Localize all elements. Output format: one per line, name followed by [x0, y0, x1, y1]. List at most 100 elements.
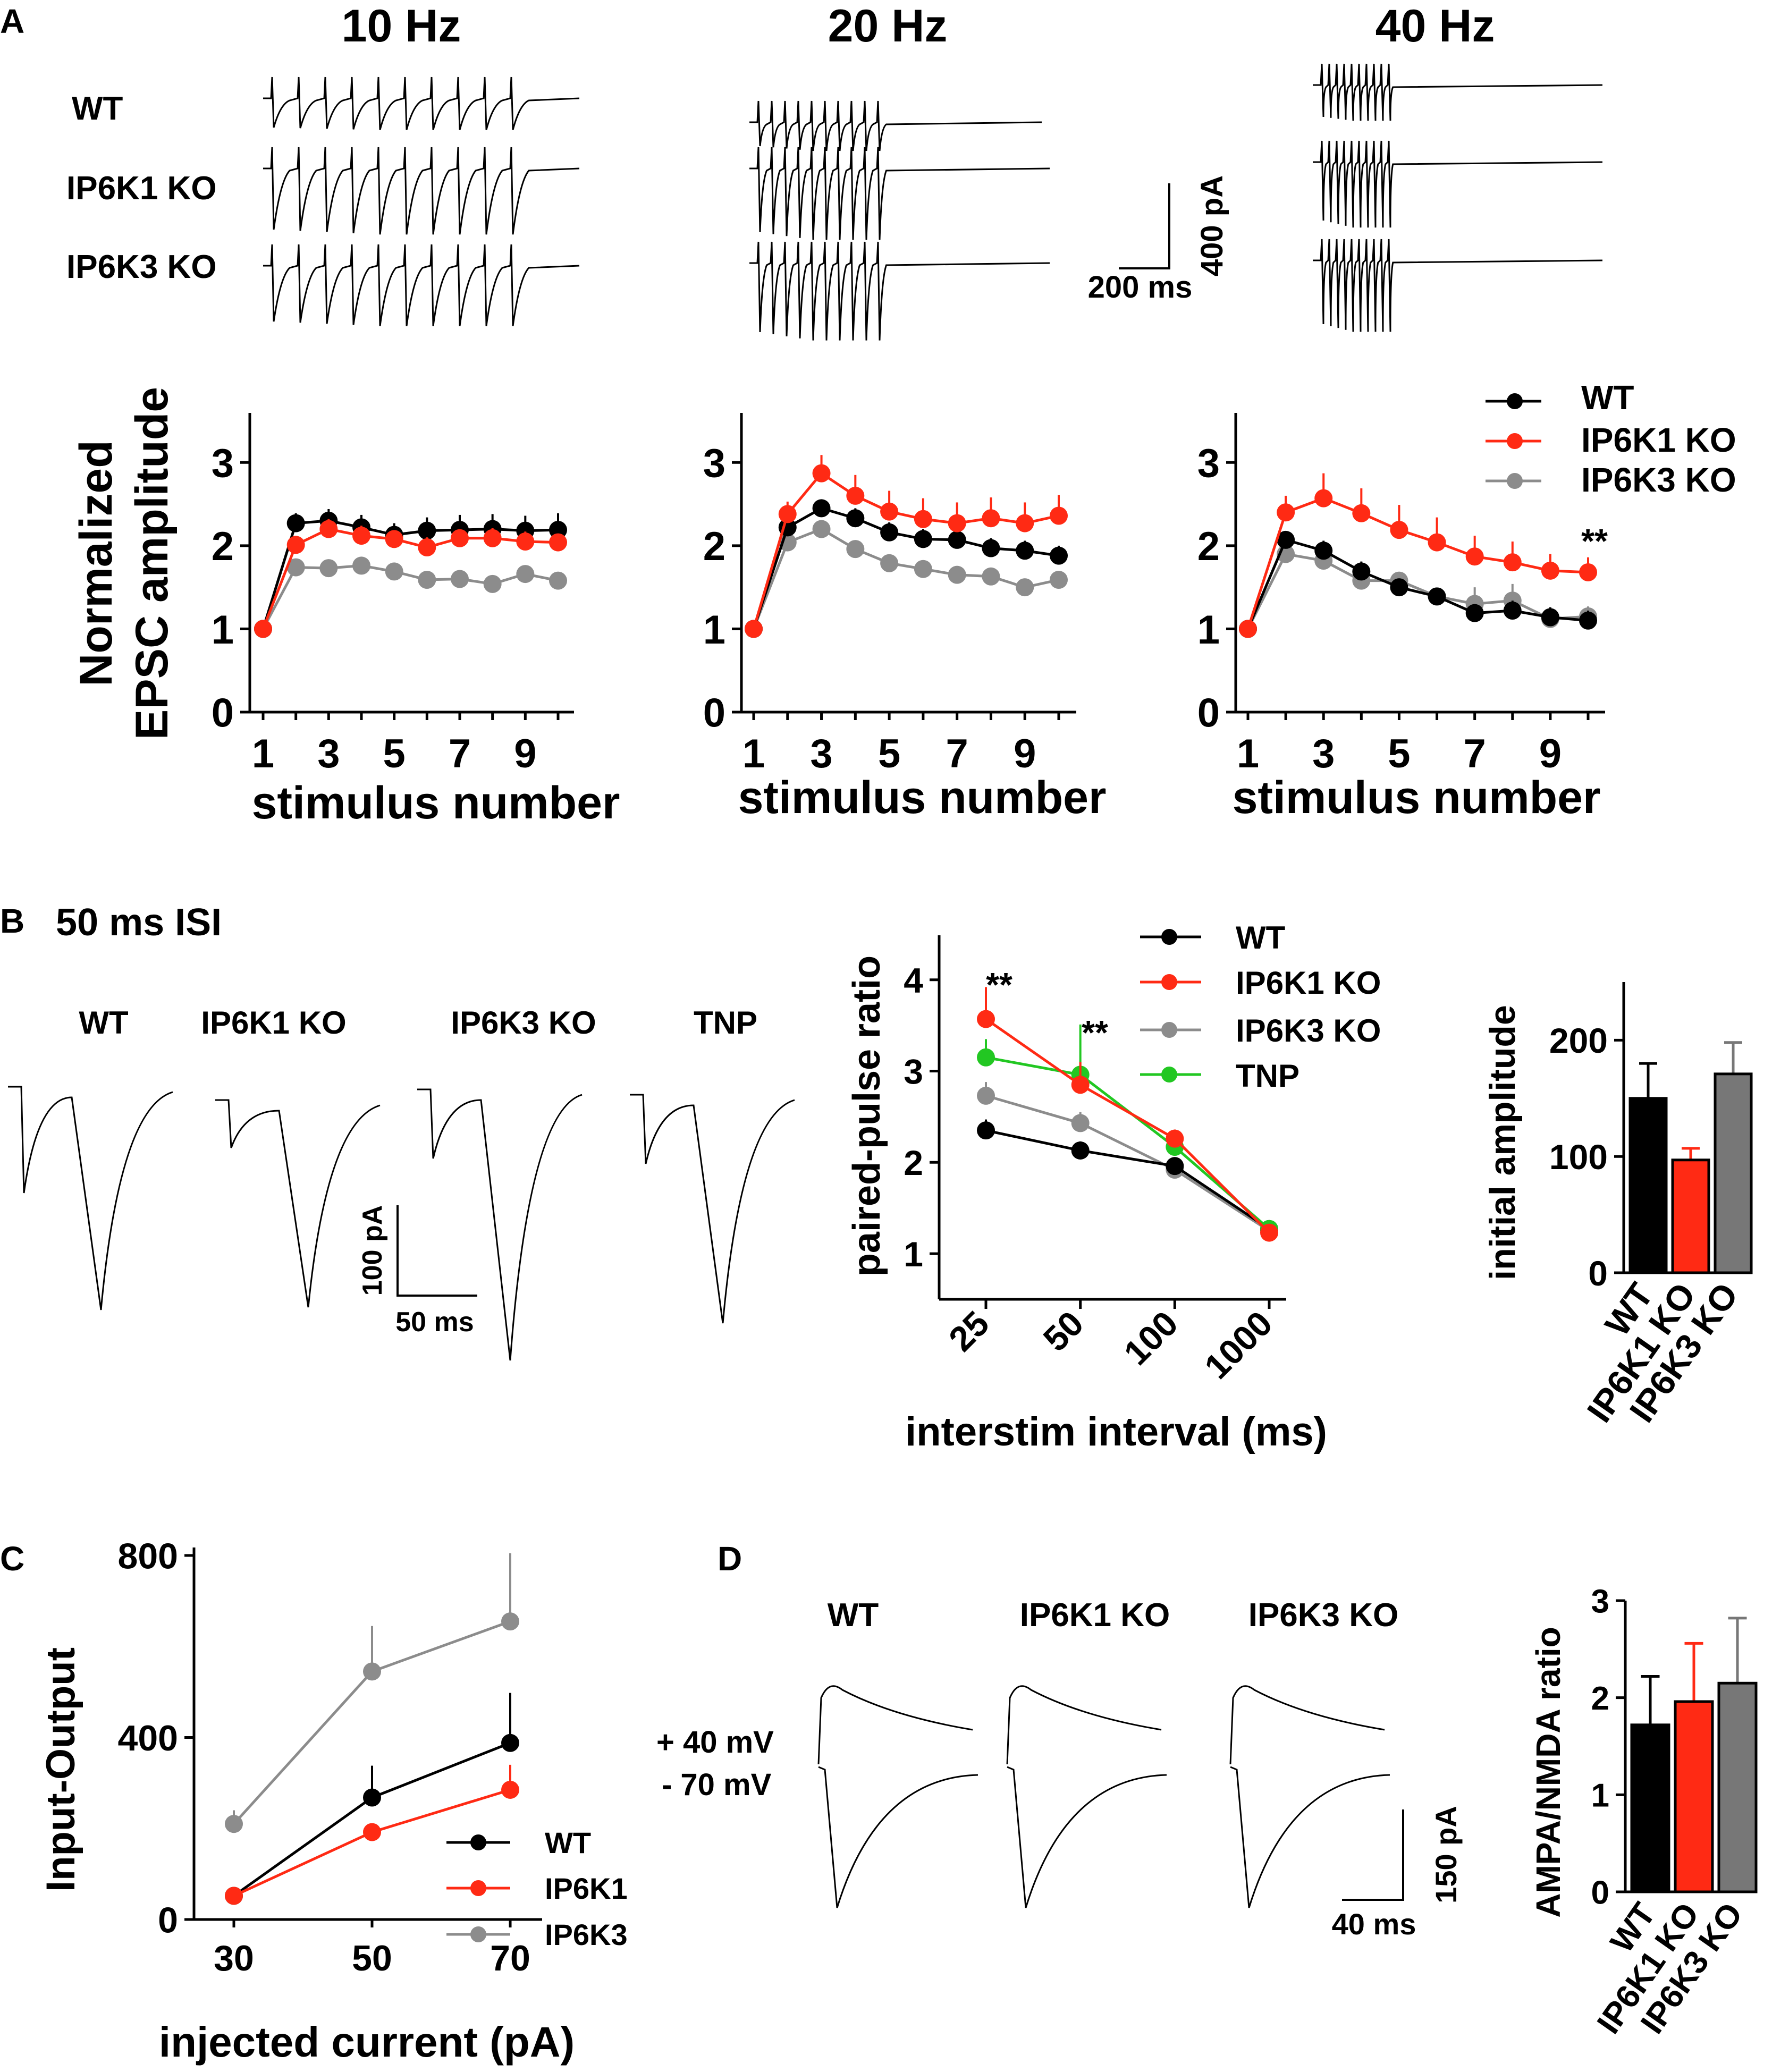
- trace-b-label-tnp: TNP: [694, 1005, 757, 1041]
- data-point-ip6k3-ko: [483, 574, 502, 593]
- trace-b-tnp: [630, 1094, 795, 1324]
- data-point-ip6k1-ko: [1428, 533, 1446, 552]
- data-point-wt: [549, 521, 567, 539]
- data-point-ip6k1-ko: [451, 529, 469, 547]
- data-point-ip6k3-ko: [418, 571, 436, 589]
- series-line-ip6k1-ko: [1246, 496, 1589, 630]
- data-point-wt: [1390, 578, 1408, 597]
- x-tick-label: 9: [1014, 731, 1036, 776]
- data-point-ip6k1-ko: [880, 502, 899, 521]
- legend-b-label-wt: WT: [1236, 920, 1285, 955]
- bar-ip6k1-ko: [1671, 1158, 1710, 1274]
- data-point-ip6k1-ko: [1390, 521, 1408, 539]
- scalebar-b-y-label: 100 pA: [357, 1205, 388, 1296]
- trace-ip6k3-20hz: [749, 241, 1050, 341]
- data-point-wt: [880, 523, 899, 542]
- data-point-wt: [1277, 530, 1295, 549]
- trace-d-ip6k1-pos: [1006, 1685, 1162, 1765]
- chart-a-ylabel-line2: EPSC amplitude: [126, 387, 178, 740]
- legend-marker-ip6k3: [1507, 473, 1523, 489]
- data-point-ip6k3: [363, 1662, 381, 1681]
- chart-d-ylabel: AMPA/NMDA ratio: [1529, 1627, 1567, 1918]
- data-point-ip6k3-ko: [1016, 578, 1034, 597]
- chart-a-legend: WT IP6K1 KO IP6K3 KO: [1486, 378, 1736, 499]
- trace-ip6k1-40hz: [1313, 140, 1603, 228]
- legend-b-marker-tnp: [1161, 1067, 1177, 1082]
- trace-row-label-ip6k1: IP6K1 KO: [66, 170, 217, 207]
- chart-b-ppr-xlabel: interstim interval (ms): [905, 1409, 1327, 1454]
- bar-wt: [1628, 1097, 1668, 1274]
- x-tick-label: 7: [946, 731, 968, 776]
- trace-b-ip6k3: [417, 1088, 583, 1361]
- trace-b-ip6k1: [215, 1099, 381, 1308]
- y-tick-label: 3: [703, 441, 725, 486]
- legend-c-marker-ip6k3: [470, 1926, 486, 1942]
- x-tick-label: 1: [742, 731, 765, 776]
- y-tick-label: 3: [212, 441, 234, 486]
- x-tick-label: 7: [1464, 731, 1486, 776]
- data-point-wt: [1016, 542, 1034, 560]
- trace-b-label-ip6k1: IP6K1 KO: [201, 1005, 346, 1041]
- series-line-wt: [261, 519, 559, 630]
- legend-b-label-tnp: TNP: [1236, 1058, 1299, 1094]
- x-tick-label: 1: [252, 731, 274, 776]
- x-tick-label: 3: [317, 731, 340, 776]
- data-point-wt: [363, 1788, 381, 1807]
- data-point-ip6k1-ko: [1260, 1223, 1278, 1242]
- chart-c-xlabel: injected current (pA): [159, 2018, 575, 2066]
- trace-row-label-ip6k3: IP6K3 KO: [66, 249, 217, 285]
- x-tick-label: 50: [1035, 1304, 1091, 1359]
- chart-a2-xlabel: stimulus number: [738, 772, 1107, 823]
- trace-wt-10hz: [263, 77, 580, 130]
- data-point-ip6k3: [225, 1815, 243, 1833]
- panel-label-b: B: [0, 902, 24, 940]
- x-tick-label: 100: [1116, 1304, 1185, 1373]
- series-line-ip6k3-ko: [985, 1094, 1270, 1232]
- data-point-wt: [501, 1733, 519, 1752]
- data-point-ip6k1-ko: [319, 520, 338, 538]
- x-tick-label: 9: [1539, 731, 1562, 776]
- data-point-wt: [1352, 562, 1371, 581]
- y-tick-label: 3: [1197, 441, 1220, 486]
- legend-c-label-wt: WT: [545, 1826, 591, 1859]
- legend-c-label-ip6k1: IP6K1: [545, 1872, 628, 1905]
- y-tick-label: 2: [904, 1143, 923, 1182]
- trace-d-ip6k3-pos: [1229, 1685, 1385, 1765]
- y-tick-label: 800: [118, 1536, 178, 1576]
- x-tick-label: 3: [1312, 731, 1335, 776]
- chart-c-legend: WT IP6K1 IP6K3: [446, 1826, 628, 1951]
- data-point-wt: [1314, 542, 1333, 560]
- data-point-wt: [914, 530, 932, 548]
- y-tick-label: 3: [1591, 1583, 1609, 1620]
- trace-d-label-wt: WT: [828, 1597, 879, 1634]
- series-line-wt: [985, 1129, 1270, 1230]
- freq-title-20hz: 20 Hz: [828, 1, 948, 52]
- chart-a3-significance: **: [1581, 522, 1608, 560]
- y-tick-label: 2: [212, 524, 234, 569]
- data-point-ip6k3-ko: [451, 570, 469, 588]
- legend-b-marker-ip6k1: [1161, 974, 1177, 990]
- chart-b-ppr-ylabel: paired-pulse ratio: [846, 955, 888, 1276]
- data-point-ip6k1-ko: [286, 536, 305, 554]
- data-point-ip6k3-ko: [516, 565, 535, 583]
- panel-label-c: C: [0, 1540, 24, 1578]
- legend-label-ip6k3: IP6K3 KO: [1581, 461, 1736, 499]
- data-point-ip6k1-ko: [254, 620, 272, 638]
- chart-b-ppr-legend: WT IP6K1 KO IP6K3 KO TNP: [1140, 920, 1381, 1094]
- data-point-ip6k1-ko: [549, 533, 567, 552]
- data-point-ip6k3-ko: [319, 559, 338, 578]
- legend-marker-wt: [1507, 393, 1523, 409]
- data-point-ip6k1-ko: [846, 486, 865, 505]
- y-tick-label: 0: [1197, 690, 1220, 735]
- data-point-ip6k3-ko: [914, 560, 932, 578]
- data-point-ip6k3-ko: [1071, 1114, 1090, 1132]
- panel-d: WT IP6K1 KO IP6K3 KO + 40 mV - 70 mV 150…: [656, 1583, 1758, 2040]
- scalebar-d: [1342, 1809, 1404, 1901]
- trace-wt-40hz: [1313, 63, 1603, 121]
- data-point-wt: [982, 539, 1000, 557]
- legend-marker-ip6k1: [1507, 433, 1523, 449]
- data-point-ip6k3: [501, 1612, 519, 1631]
- bar-ip6k1-ko: [1674, 1700, 1714, 1893]
